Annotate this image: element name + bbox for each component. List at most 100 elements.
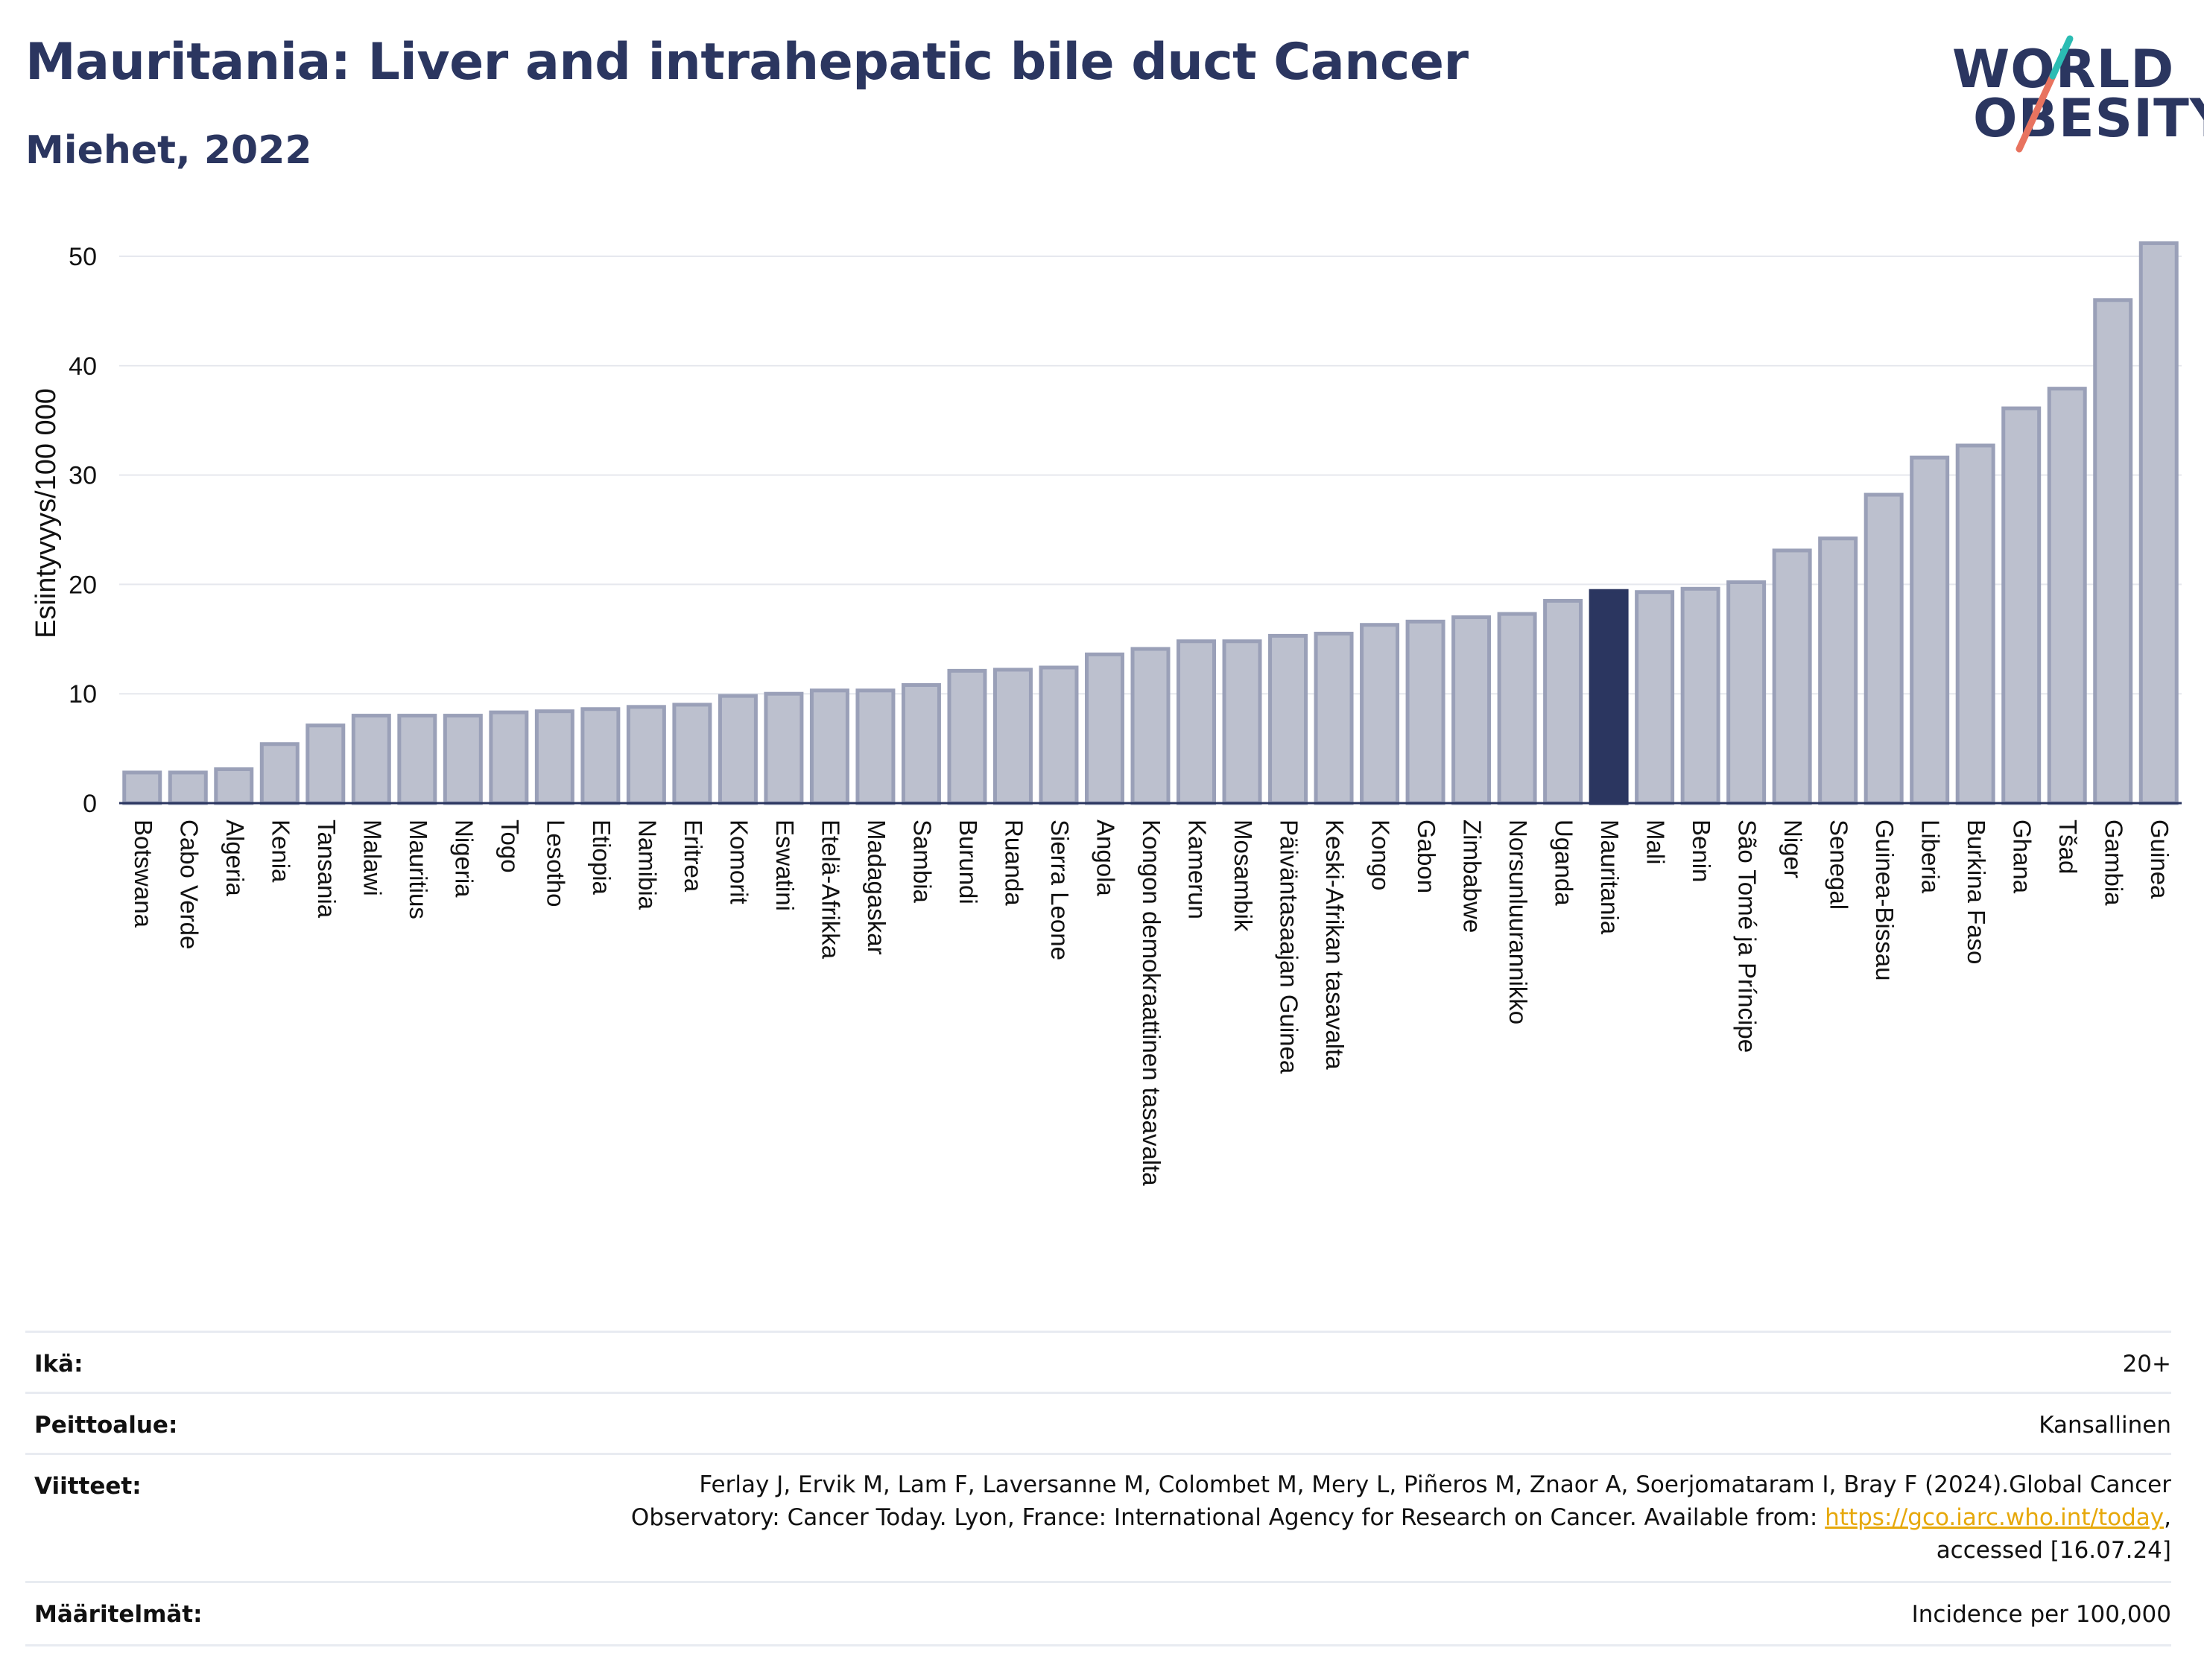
bar bbox=[1772, 548, 1812, 805]
definitions-label: Määritelmät: bbox=[34, 1601, 203, 1628]
bar bbox=[1314, 631, 1354, 805]
bar bbox=[1818, 536, 1858, 805]
references-link[interactable]: https://gco.iarc.who.int/today bbox=[1825, 1504, 2165, 1531]
bar bbox=[1910, 455, 1950, 805]
bar bbox=[855, 688, 896, 805]
bar bbox=[168, 770, 208, 805]
x-tick-label: Burkina Faso bbox=[1963, 820, 1990, 964]
bar bbox=[214, 767, 254, 805]
x-tick-label: Komorit bbox=[725, 820, 753, 904]
bar bbox=[901, 682, 941, 805]
page-title: Mauritania: Liver and intrahepatic bile … bbox=[25, 33, 1469, 92]
y-tick-label: 10 bbox=[69, 680, 97, 709]
bar bbox=[1084, 652, 1124, 805]
references-label: Viitteet: bbox=[34, 1473, 142, 1500]
references-line-3: accessed [16.07.24] bbox=[1936, 1537, 2171, 1564]
x-tick-label: Niger bbox=[1779, 820, 1807, 878]
bar bbox=[1863, 492, 1904, 805]
x-tick-label: Namibia bbox=[633, 820, 661, 910]
bar bbox=[1130, 647, 1171, 805]
references-line-2: Observatory: Cancer Today. Lyon, France:… bbox=[631, 1501, 2171, 1534]
x-tick-label: Eswatini bbox=[771, 820, 799, 911]
y-tick-label: 20 bbox=[69, 571, 97, 599]
x-tick-label: Gambia bbox=[2100, 820, 2128, 906]
bar-chart: 0 10 20 30 40 50 Botswana Cabo Verde Algeria Ken… bbox=[31, 241, 2182, 1186]
coverage-label: Peittoalue: bbox=[34, 1412, 178, 1439]
info-row-coverage: Peittoalue: Kansallinen bbox=[25, 1392, 2171, 1454]
bar bbox=[1497, 612, 1537, 805]
x-tick-label: Madagaskar bbox=[863, 820, 890, 955]
logo-slash-icon bbox=[2015, 35, 2074, 153]
x-tick-label: Kongo bbox=[1367, 820, 1395, 890]
x-tick-label: Keski-Afrikan tasavalta bbox=[1321, 820, 1349, 1070]
x-tick-label: Nigeria bbox=[450, 820, 478, 898]
bar bbox=[1360, 623, 1400, 805]
x-tick-label: Angola bbox=[1092, 820, 1119, 896]
y-tick-label: 50 bbox=[69, 243, 97, 271]
x-tick-label: Sambia bbox=[908, 820, 936, 904]
bar bbox=[1680, 586, 1720, 805]
x-tick-label: Kenia bbox=[267, 820, 294, 883]
x-tick-label: Etelä-Afrikka bbox=[817, 820, 844, 960]
x-tick-label: Mauritania bbox=[1596, 820, 1624, 935]
logo-text-obesity: OBESITY bbox=[1973, 88, 2204, 149]
x-tick-label: Ghana bbox=[2009, 820, 2036, 894]
bar bbox=[718, 694, 758, 805]
references-line-2-end: , bbox=[2164, 1504, 2171, 1531]
y-axis-label: Esiintyvyys/100 000 bbox=[31, 388, 62, 638]
info-table: Ikä: 20+ Peittoalue: Kansallinen Viittee… bbox=[25, 1331, 2171, 1646]
x-tick-label: Eritrea bbox=[680, 820, 707, 893]
bar bbox=[1039, 665, 1079, 805]
bar bbox=[1955, 443, 1995, 805]
bar bbox=[1543, 598, 1583, 805]
x-tick-labels: Botswana Cabo Verde Algeria Kenia Tansania Ma… bbox=[130, 820, 2173, 1186]
x-tick-label: São Tomé ja Príncipe bbox=[1734, 820, 1761, 1053]
x-tick-label: Uganda bbox=[1551, 820, 1578, 906]
x-tick-label: Mauritius bbox=[405, 820, 432, 919]
bar bbox=[397, 714, 437, 805]
x-tick-label: Tšad bbox=[2054, 820, 2082, 874]
bar bbox=[1451, 615, 1492, 805]
info-row-definitions: Määritelmät: Incidence per 100,000 bbox=[25, 1581, 2171, 1646]
x-tick-label: Liberia bbox=[1917, 820, 1945, 894]
info-row-references: Viitteet: Ferlay J, Ervik M, Lam F, Lave… bbox=[25, 1453, 2171, 1582]
x-tick-label: Mosambik bbox=[1229, 820, 1257, 932]
age-value: 20+ bbox=[2122, 1351, 2171, 1378]
bar bbox=[122, 770, 162, 805]
x-tick-label: Norsunluurannikko bbox=[1504, 820, 1532, 1024]
x-tick-label: Etiopia bbox=[588, 820, 615, 896]
x-tick-label: Burundi bbox=[954, 820, 982, 904]
bar bbox=[1635, 590, 1675, 805]
x-tick-label: Lesotho bbox=[542, 820, 569, 907]
coverage-value: Kansallinen bbox=[2039, 1412, 2171, 1439]
bar bbox=[1405, 619, 1445, 805]
x-tick-label: Kamerun bbox=[1184, 820, 1212, 919]
bar bbox=[2138, 241, 2179, 805]
bar bbox=[2093, 298, 2133, 805]
x-tick-label: Zimbabwe bbox=[1459, 820, 1486, 933]
bar bbox=[672, 703, 712, 805]
bar-highlight bbox=[1589, 589, 1629, 805]
info-row-age: Ikä: 20+ bbox=[25, 1331, 2171, 1392]
x-tick-label: Cabo Verde bbox=[175, 820, 203, 949]
page-subtitle: Miehet, 2022 bbox=[25, 128, 312, 173]
bar bbox=[534, 709, 574, 805]
x-tick-label: Gabon bbox=[1413, 820, 1440, 893]
x-tick-label: Togo bbox=[496, 820, 524, 873]
bar bbox=[259, 742, 300, 805]
bar bbox=[580, 707, 621, 805]
bar bbox=[1268, 633, 1308, 805]
bar bbox=[947, 668, 987, 805]
bar bbox=[2001, 406, 2042, 805]
bar bbox=[626, 705, 666, 805]
bar bbox=[1177, 639, 1217, 805]
bar bbox=[992, 668, 1033, 805]
x-tick-label: Mali bbox=[1642, 820, 1670, 865]
age-label: Ikä: bbox=[34, 1351, 83, 1378]
x-tick-label: Sierra Leone bbox=[1046, 820, 1074, 960]
x-tick-label: Senegal bbox=[1825, 820, 1853, 910]
definitions-value: Incidence per 100,000 bbox=[1911, 1601, 2171, 1628]
bar bbox=[305, 723, 346, 805]
bar bbox=[443, 714, 483, 805]
y-tick-labels: 0 10 20 30 40 50 bbox=[69, 243, 97, 818]
